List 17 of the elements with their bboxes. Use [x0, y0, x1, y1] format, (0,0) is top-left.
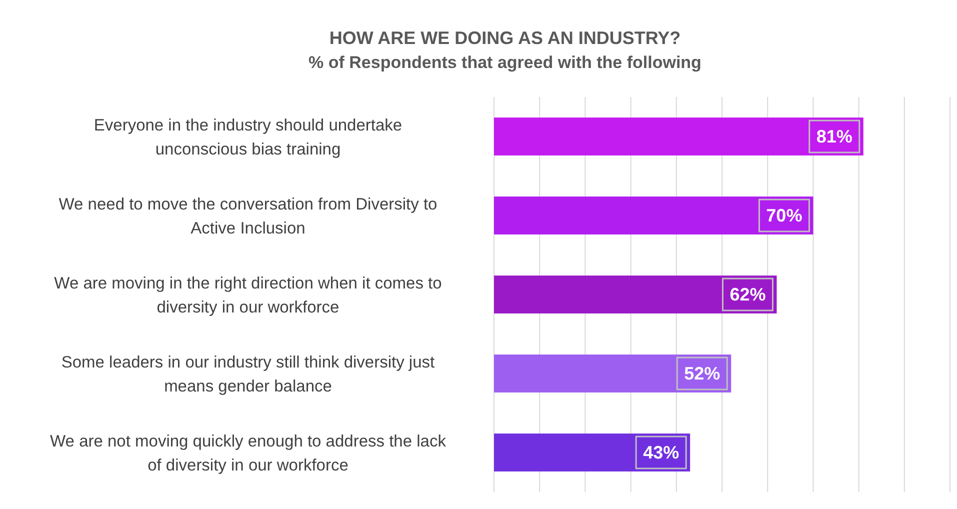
bar — [494, 276, 777, 314]
y-tick-label: We need to move the conversation from Diversity to Active Inclusion — [58, 196, 438, 238]
bar — [494, 196, 814, 234]
data-label: 81% — [816, 126, 852, 146]
data-label: 43% — [643, 442, 680, 462]
data-label: 52% — [684, 364, 720, 384]
data-label: 62% — [730, 284, 766, 304]
chart-subtitle: % of Respondents that agreed with the following — [308, 53, 702, 72]
y-tick-label: Everyone in the industry should undertake unconscious bias training — [94, 116, 402, 158]
data-label: 70% — [766, 206, 802, 226]
chart-title: HOW ARE WE DOING AS AN INDUSTRY? — [329, 28, 681, 48]
bar — [494, 118, 864, 156]
bar — [494, 354, 732, 392]
y-tick-label: We are not moving quickly enough to address the lack of diversity in our workforce — [50, 432, 447, 474]
bar — [494, 434, 690, 472]
y-tick-label: We are moving in the right direction when it comes to diversity in our workforce — [54, 274, 442, 316]
y-tick-label: Some leaders in our industry still think diversity just means gender balance — [61, 354, 436, 396]
